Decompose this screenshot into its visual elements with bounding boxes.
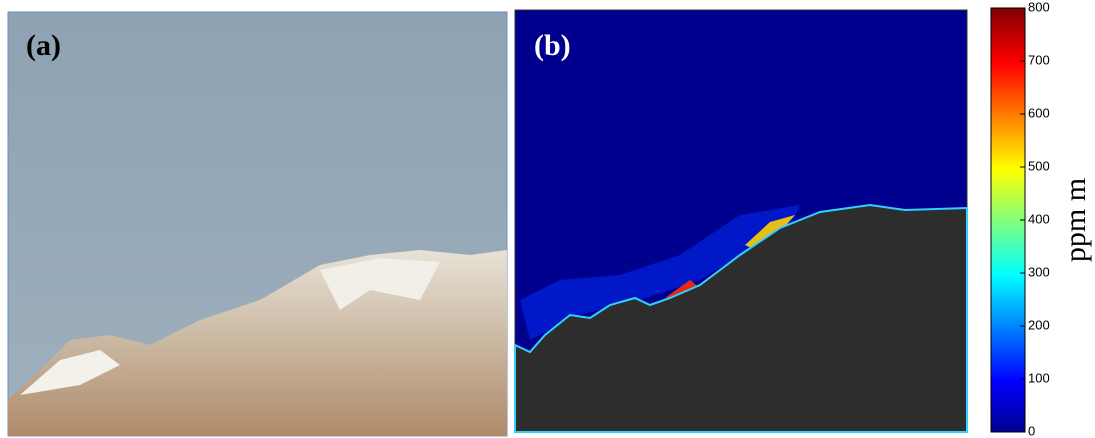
tick-label: 300	[1028, 264, 1050, 279]
tick-label: 400	[1028, 211, 1050, 226]
panel-label: (b)	[534, 29, 571, 62]
plume	[520, 205, 800, 340]
snow	[320, 258, 440, 310]
colorbar-scale	[990, 7, 1026, 433]
plume-high	[745, 215, 795, 250]
panel-label: (a)	[26, 29, 61, 62]
tick-label: 0	[1028, 423, 1035, 438]
photo-panel: (a)	[7, 11, 508, 437]
tick-label: 800	[1028, 0, 1050, 14]
tick-label: 600	[1028, 105, 1050, 120]
plume-high	[665, 280, 700, 298]
tick-label: 200	[1028, 317, 1050, 332]
colorbar: ppm m 0 100 200 300 400 500 600 700 800	[990, 0, 1092, 438]
tick-label: 100	[1028, 370, 1050, 385]
concentration-panel: (b)	[514, 9, 968, 433]
tick-label: 700	[1028, 52, 1050, 67]
mountain	[8, 250, 507, 436]
mountain-mask	[514, 203, 968, 433]
snow	[20, 350, 120, 395]
tick-label: 500	[1028, 158, 1050, 173]
colorbar-label: ppm m	[1059, 178, 1092, 262]
